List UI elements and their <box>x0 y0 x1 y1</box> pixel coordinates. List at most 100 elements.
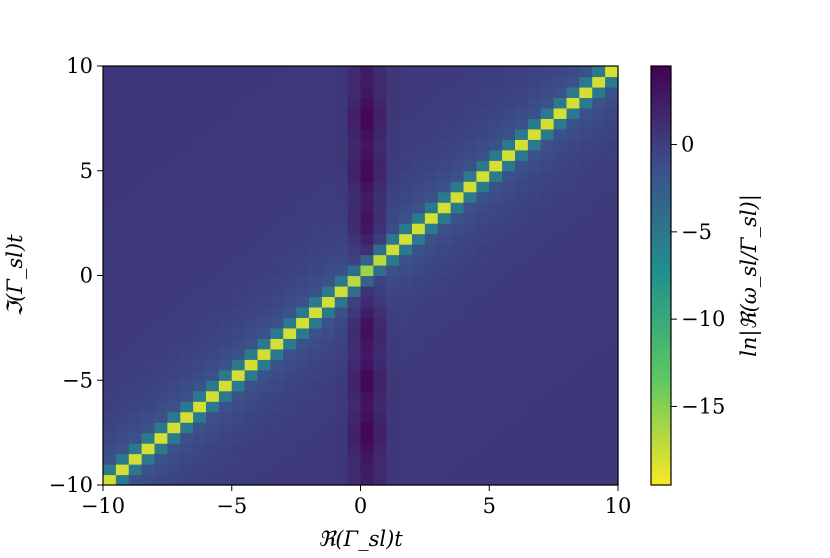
heatmap-cell <box>167 380 181 392</box>
heatmap-cell <box>437 275 452 287</box>
heatmap-cell <box>373 317 387 329</box>
heatmap-cell <box>334 149 349 161</box>
heatmap-cell <box>412 244 426 256</box>
heatmap-cell <box>218 474 233 486</box>
heatmap-cell <box>476 244 490 256</box>
heatmap-cell <box>592 359 606 371</box>
heatmap-cell <box>296 181 310 193</box>
heatmap-cell <box>167 348 181 360</box>
heatmap-cell <box>424 390 439 402</box>
heatmap-cell <box>103 160 117 172</box>
colorbar <box>650 65 672 486</box>
heatmap-cell <box>218 139 233 151</box>
heatmap-cell <box>283 474 297 486</box>
heatmap-cell <box>347 76 362 88</box>
heatmap-cell <box>309 181 323 193</box>
heatmap-cell <box>231 97 246 109</box>
heatmap-cell <box>566 139 580 151</box>
heatmap-cell <box>566 380 580 392</box>
heatmap-cell <box>463 202 477 214</box>
heatmap-cell <box>296 411 310 423</box>
heatmap-cell <box>167 411 181 423</box>
heatmap-cell <box>244 285 259 298</box>
colorbar-label: ln|ℜ(ω_sl/Γ_sl)| <box>737 194 762 357</box>
heatmap-cell <box>231 118 246 130</box>
heatmap-cell <box>128 327 143 339</box>
heatmap-cell <box>218 76 233 88</box>
heatmap-cell <box>257 223 271 235</box>
heatmap-cell <box>527 66 542 78</box>
heatmap-cell <box>437 223 452 235</box>
heatmap-cell <box>489 244 503 256</box>
heatmap-cell <box>244 76 259 88</box>
heatmap-cell <box>360 97 374 109</box>
heatmap-cell <box>553 160 568 172</box>
heatmap-cell <box>103 338 117 350</box>
heatmap-cell <box>527 464 542 476</box>
heatmap-cell <box>437 432 452 444</box>
heatmap-cell <box>193 254 207 266</box>
heatmap-cell <box>206 369 220 381</box>
heatmap-cell <box>115 474 130 486</box>
heatmap-cell <box>437 66 452 78</box>
heatmap-cell <box>373 401 387 413</box>
heatmap-cell <box>592 233 606 245</box>
heatmap-cell <box>566 306 580 318</box>
heatmap-cell <box>424 296 439 308</box>
heatmap-cell <box>193 97 207 109</box>
heatmap-cell <box>450 233 465 245</box>
heatmap-cell <box>193 432 207 444</box>
heatmap-cell <box>321 223 336 235</box>
heatmap-cell <box>566 86 580 99</box>
heatmap-cell <box>566 212 580 224</box>
heatmap-cell <box>115 212 130 224</box>
heatmap-cell <box>296 76 310 88</box>
heatmap-cell <box>206 401 220 413</box>
heatmap-cell <box>489 306 503 318</box>
heatmap-cell <box>321 191 336 203</box>
heatmap-cell <box>399 107 413 119</box>
heatmap-cell <box>141 285 156 298</box>
heatmap-cell <box>244 338 259 350</box>
heatmap-cell <box>347 128 362 140</box>
heatmap-cell <box>386 432 400 444</box>
heatmap-cell <box>579 160 593 172</box>
heatmap-cell <box>334 317 349 329</box>
heatmap-cell <box>412 149 426 161</box>
heatmap-cell <box>231 411 246 423</box>
heatmap-cell <box>244 464 259 476</box>
heatmap-cell <box>579 254 593 266</box>
heatmap-cell <box>566 244 580 256</box>
colorbar-tick-label: −10 <box>681 307 725 331</box>
heatmap-cell <box>141 149 156 161</box>
heatmap-cell <box>463 369 477 381</box>
heatmap-cell <box>605 390 619 402</box>
heatmap-cell <box>167 369 181 381</box>
heatmap-cell <box>527 160 542 172</box>
heatmap-cell <box>231 296 246 308</box>
heatmap-cell <box>141 401 156 413</box>
heatmap-cell <box>103 327 117 339</box>
heatmap-cell <box>373 422 387 434</box>
heatmap-cell <box>193 306 207 318</box>
heatmap-cell <box>257 369 271 381</box>
heatmap-cell <box>592 474 606 486</box>
heatmap-cell <box>566 191 580 203</box>
heatmap-cell <box>103 223 117 235</box>
heatmap-cell <box>502 453 516 465</box>
heatmap-cell <box>347 464 362 476</box>
heatmap-cell <box>515 223 529 235</box>
heatmap-cell <box>386 128 400 140</box>
heatmap-cell <box>540 66 555 78</box>
heatmap-cell <box>424 348 439 360</box>
heatmap-cell <box>218 464 233 476</box>
heatmap-cell <box>579 181 593 193</box>
heatmap-cell <box>489 191 503 203</box>
heatmap-cell <box>566 265 580 277</box>
heatmap-cell <box>141 306 156 318</box>
heatmap-cell <box>412 160 426 172</box>
heatmap-cell <box>450 139 465 151</box>
heatmap-cell <box>592 223 606 235</box>
heatmap-cell <box>360 443 374 455</box>
heatmap-cell <box>283 223 297 235</box>
